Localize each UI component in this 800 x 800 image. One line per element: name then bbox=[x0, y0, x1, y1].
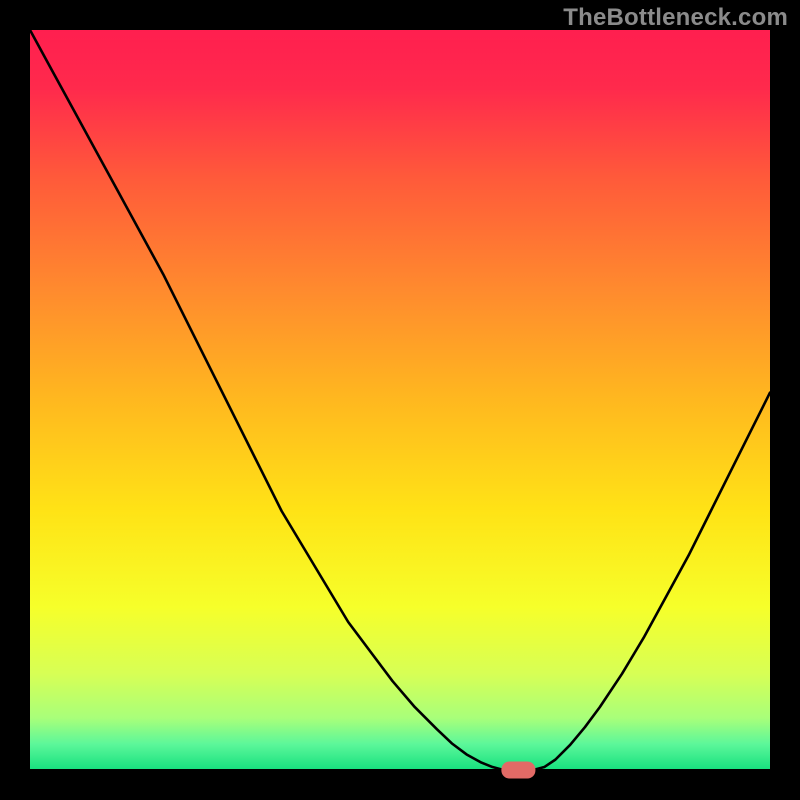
bottleneck-chart bbox=[0, 0, 800, 800]
watermark-text: TheBottleneck.com bbox=[563, 4, 788, 32]
chart-frame: TheBottleneck.com bbox=[0, 0, 800, 800]
optimal-marker bbox=[501, 761, 535, 778]
gradient-field bbox=[30, 30, 770, 770]
